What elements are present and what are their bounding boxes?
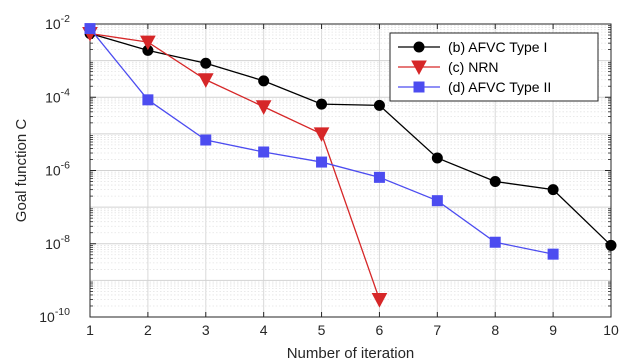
- series-3: [84, 23, 559, 260]
- x-tick-label: 9: [549, 322, 557, 338]
- x-tick-label: 7: [433, 322, 441, 338]
- x-tick-label: 8: [491, 322, 499, 338]
- data-point: [371, 293, 388, 308]
- data-point: [197, 73, 214, 88]
- data-point: [489, 176, 501, 188]
- x-tick-label: 2: [144, 322, 152, 338]
- y-tick-exponent: -4: [61, 86, 70, 98]
- legend-label: (b) AFVC Type I: [448, 39, 547, 55]
- data-point: [200, 57, 212, 69]
- series-line: [89, 32, 612, 246]
- x-axis-label: Number of iteration: [287, 345, 415, 362]
- data-point: [373, 171, 385, 183]
- data-point: [489, 236, 501, 248]
- legend-marker: [411, 60, 427, 76]
- legend-label: (c) NRN: [448, 59, 499, 75]
- legend-entry: (b) AFVC Type I: [398, 39, 547, 55]
- data-point: [140, 35, 156, 51]
- data-point: [431, 152, 443, 164]
- data-point: [255, 100, 272, 115]
- data-point: [605, 239, 617, 251]
- legend-label: (d) AFVC Type II: [448, 79, 551, 95]
- x-tick-label: 10: [603, 322, 619, 338]
- data-point: [316, 156, 328, 168]
- y-tick-exponent: -10: [55, 306, 70, 318]
- legend-marker: [413, 81, 425, 93]
- x-tick-label: 6: [376, 322, 384, 338]
- data-point: [313, 127, 330, 142]
- legend-marker: [413, 41, 425, 53]
- legend-entry: (c) NRN: [398, 59, 499, 76]
- series-line: [89, 32, 381, 300]
- data-point: [316, 98, 328, 110]
- data-point: [200, 134, 212, 146]
- x-tick-label: 1: [86, 322, 94, 338]
- data-point: [547, 184, 559, 196]
- legend-entry: (d) AFVC Type II: [398, 79, 551, 95]
- data-point: [373, 99, 385, 111]
- series-group: [82, 23, 617, 308]
- x-tick-label: 4: [260, 322, 268, 338]
- y-axis-label: Goal function C: [13, 119, 30, 223]
- data-point: [258, 75, 270, 87]
- data-point: [547, 248, 559, 260]
- y-tick-exponent: -8: [61, 233, 70, 245]
- data-point: [142, 94, 154, 106]
- x-tick-label: 3: [202, 322, 210, 338]
- y-tick-exponent: -2: [61, 13, 70, 25]
- data-point: [431, 195, 443, 207]
- legend: (b) AFVC Type I (c) NRN (d) AFVC Type II: [389, 32, 599, 102]
- data-point: [258, 146, 270, 158]
- x-tick-label: 5: [318, 322, 326, 338]
- data-point: [84, 23, 96, 35]
- y-tick-exponent: -6: [61, 160, 70, 172]
